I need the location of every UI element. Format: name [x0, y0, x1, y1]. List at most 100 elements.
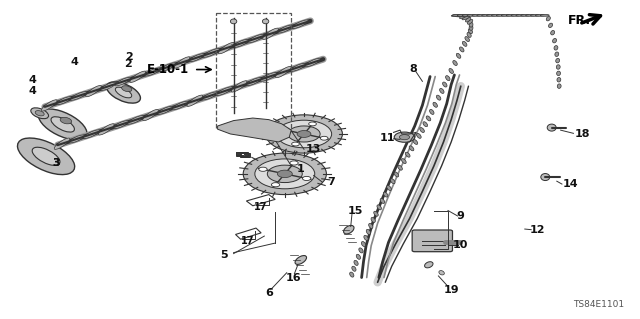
Ellipse shape [548, 23, 552, 27]
Circle shape [261, 113, 347, 155]
Ellipse shape [38, 109, 87, 140]
Circle shape [268, 165, 302, 182]
Text: FR.: FR. [568, 14, 591, 27]
Text: 16: 16 [285, 272, 301, 283]
Ellipse shape [83, 130, 100, 138]
Ellipse shape [497, 14, 506, 16]
Ellipse shape [101, 82, 116, 90]
Circle shape [290, 161, 298, 165]
Ellipse shape [401, 159, 406, 164]
Ellipse shape [457, 14, 466, 16]
Circle shape [303, 176, 311, 181]
Bar [241, 153, 250, 157]
Ellipse shape [114, 121, 129, 129]
Text: 17: 17 [254, 202, 268, 212]
Ellipse shape [417, 133, 421, 138]
Ellipse shape [54, 138, 70, 149]
Ellipse shape [374, 211, 378, 216]
Circle shape [321, 136, 328, 140]
Ellipse shape [511, 14, 520, 16]
Ellipse shape [32, 147, 60, 165]
Ellipse shape [547, 17, 550, 21]
Ellipse shape [443, 82, 447, 87]
Ellipse shape [465, 37, 470, 41]
Ellipse shape [547, 124, 556, 131]
Ellipse shape [56, 97, 72, 105]
Ellipse shape [531, 14, 540, 16]
Text: 2: 2 [125, 52, 133, 62]
Ellipse shape [554, 46, 558, 50]
Ellipse shape [364, 235, 368, 240]
Ellipse shape [291, 63, 305, 71]
Text: 5: 5 [220, 250, 228, 260]
Circle shape [266, 115, 342, 153]
Ellipse shape [248, 34, 264, 43]
Ellipse shape [460, 47, 464, 52]
Ellipse shape [187, 95, 203, 106]
Ellipse shape [462, 14, 471, 16]
Ellipse shape [35, 111, 44, 116]
Ellipse shape [521, 14, 530, 16]
Circle shape [297, 130, 311, 137]
Ellipse shape [204, 48, 220, 57]
Ellipse shape [456, 53, 461, 58]
Ellipse shape [452, 14, 461, 16]
Text: 19: 19 [444, 285, 459, 295]
Text: 7: 7 [327, 177, 335, 188]
Ellipse shape [467, 32, 471, 37]
Ellipse shape [472, 14, 481, 16]
Text: 4: 4 [71, 57, 79, 67]
Circle shape [280, 128, 287, 132]
Text: 14: 14 [563, 179, 579, 189]
Text: 3: 3 [52, 158, 60, 168]
Ellipse shape [158, 106, 173, 114]
Ellipse shape [172, 101, 188, 110]
Text: 4: 4 [28, 86, 36, 96]
Text: 1: 1 [297, 164, 305, 174]
Bar [238, 152, 247, 156]
Ellipse shape [467, 19, 473, 24]
Ellipse shape [231, 81, 247, 92]
Ellipse shape [344, 226, 354, 234]
Ellipse shape [398, 165, 403, 170]
Ellipse shape [369, 223, 373, 228]
Ellipse shape [356, 254, 360, 259]
Ellipse shape [390, 179, 395, 184]
Bar [241, 153, 250, 157]
Ellipse shape [557, 78, 561, 82]
Ellipse shape [99, 124, 114, 135]
Ellipse shape [405, 152, 410, 157]
Ellipse shape [174, 57, 190, 68]
Bar [239, 152, 248, 156]
Ellipse shape [107, 82, 140, 103]
Ellipse shape [540, 14, 549, 16]
Ellipse shape [260, 72, 276, 81]
Ellipse shape [440, 88, 444, 93]
Ellipse shape [115, 87, 132, 98]
Ellipse shape [278, 25, 292, 33]
Ellipse shape [426, 116, 431, 121]
Ellipse shape [276, 66, 291, 78]
Text: E-10-1: E-10-1 [147, 63, 189, 76]
Ellipse shape [492, 14, 500, 16]
Text: 11: 11 [380, 133, 395, 143]
Circle shape [276, 120, 332, 148]
Text: 8: 8 [409, 63, 417, 74]
Ellipse shape [60, 117, 72, 124]
Ellipse shape [413, 139, 418, 145]
Circle shape [277, 170, 292, 178]
Ellipse shape [354, 260, 358, 265]
Ellipse shape [349, 272, 354, 277]
Ellipse shape [433, 102, 437, 107]
Circle shape [288, 126, 320, 142]
Circle shape [308, 122, 316, 126]
Ellipse shape [216, 87, 232, 95]
Ellipse shape [536, 14, 545, 16]
Ellipse shape [69, 135, 84, 143]
Ellipse shape [468, 29, 472, 34]
Ellipse shape [295, 256, 307, 264]
Ellipse shape [541, 174, 550, 181]
Ellipse shape [143, 109, 158, 121]
Circle shape [394, 132, 415, 142]
Ellipse shape [42, 100, 57, 111]
